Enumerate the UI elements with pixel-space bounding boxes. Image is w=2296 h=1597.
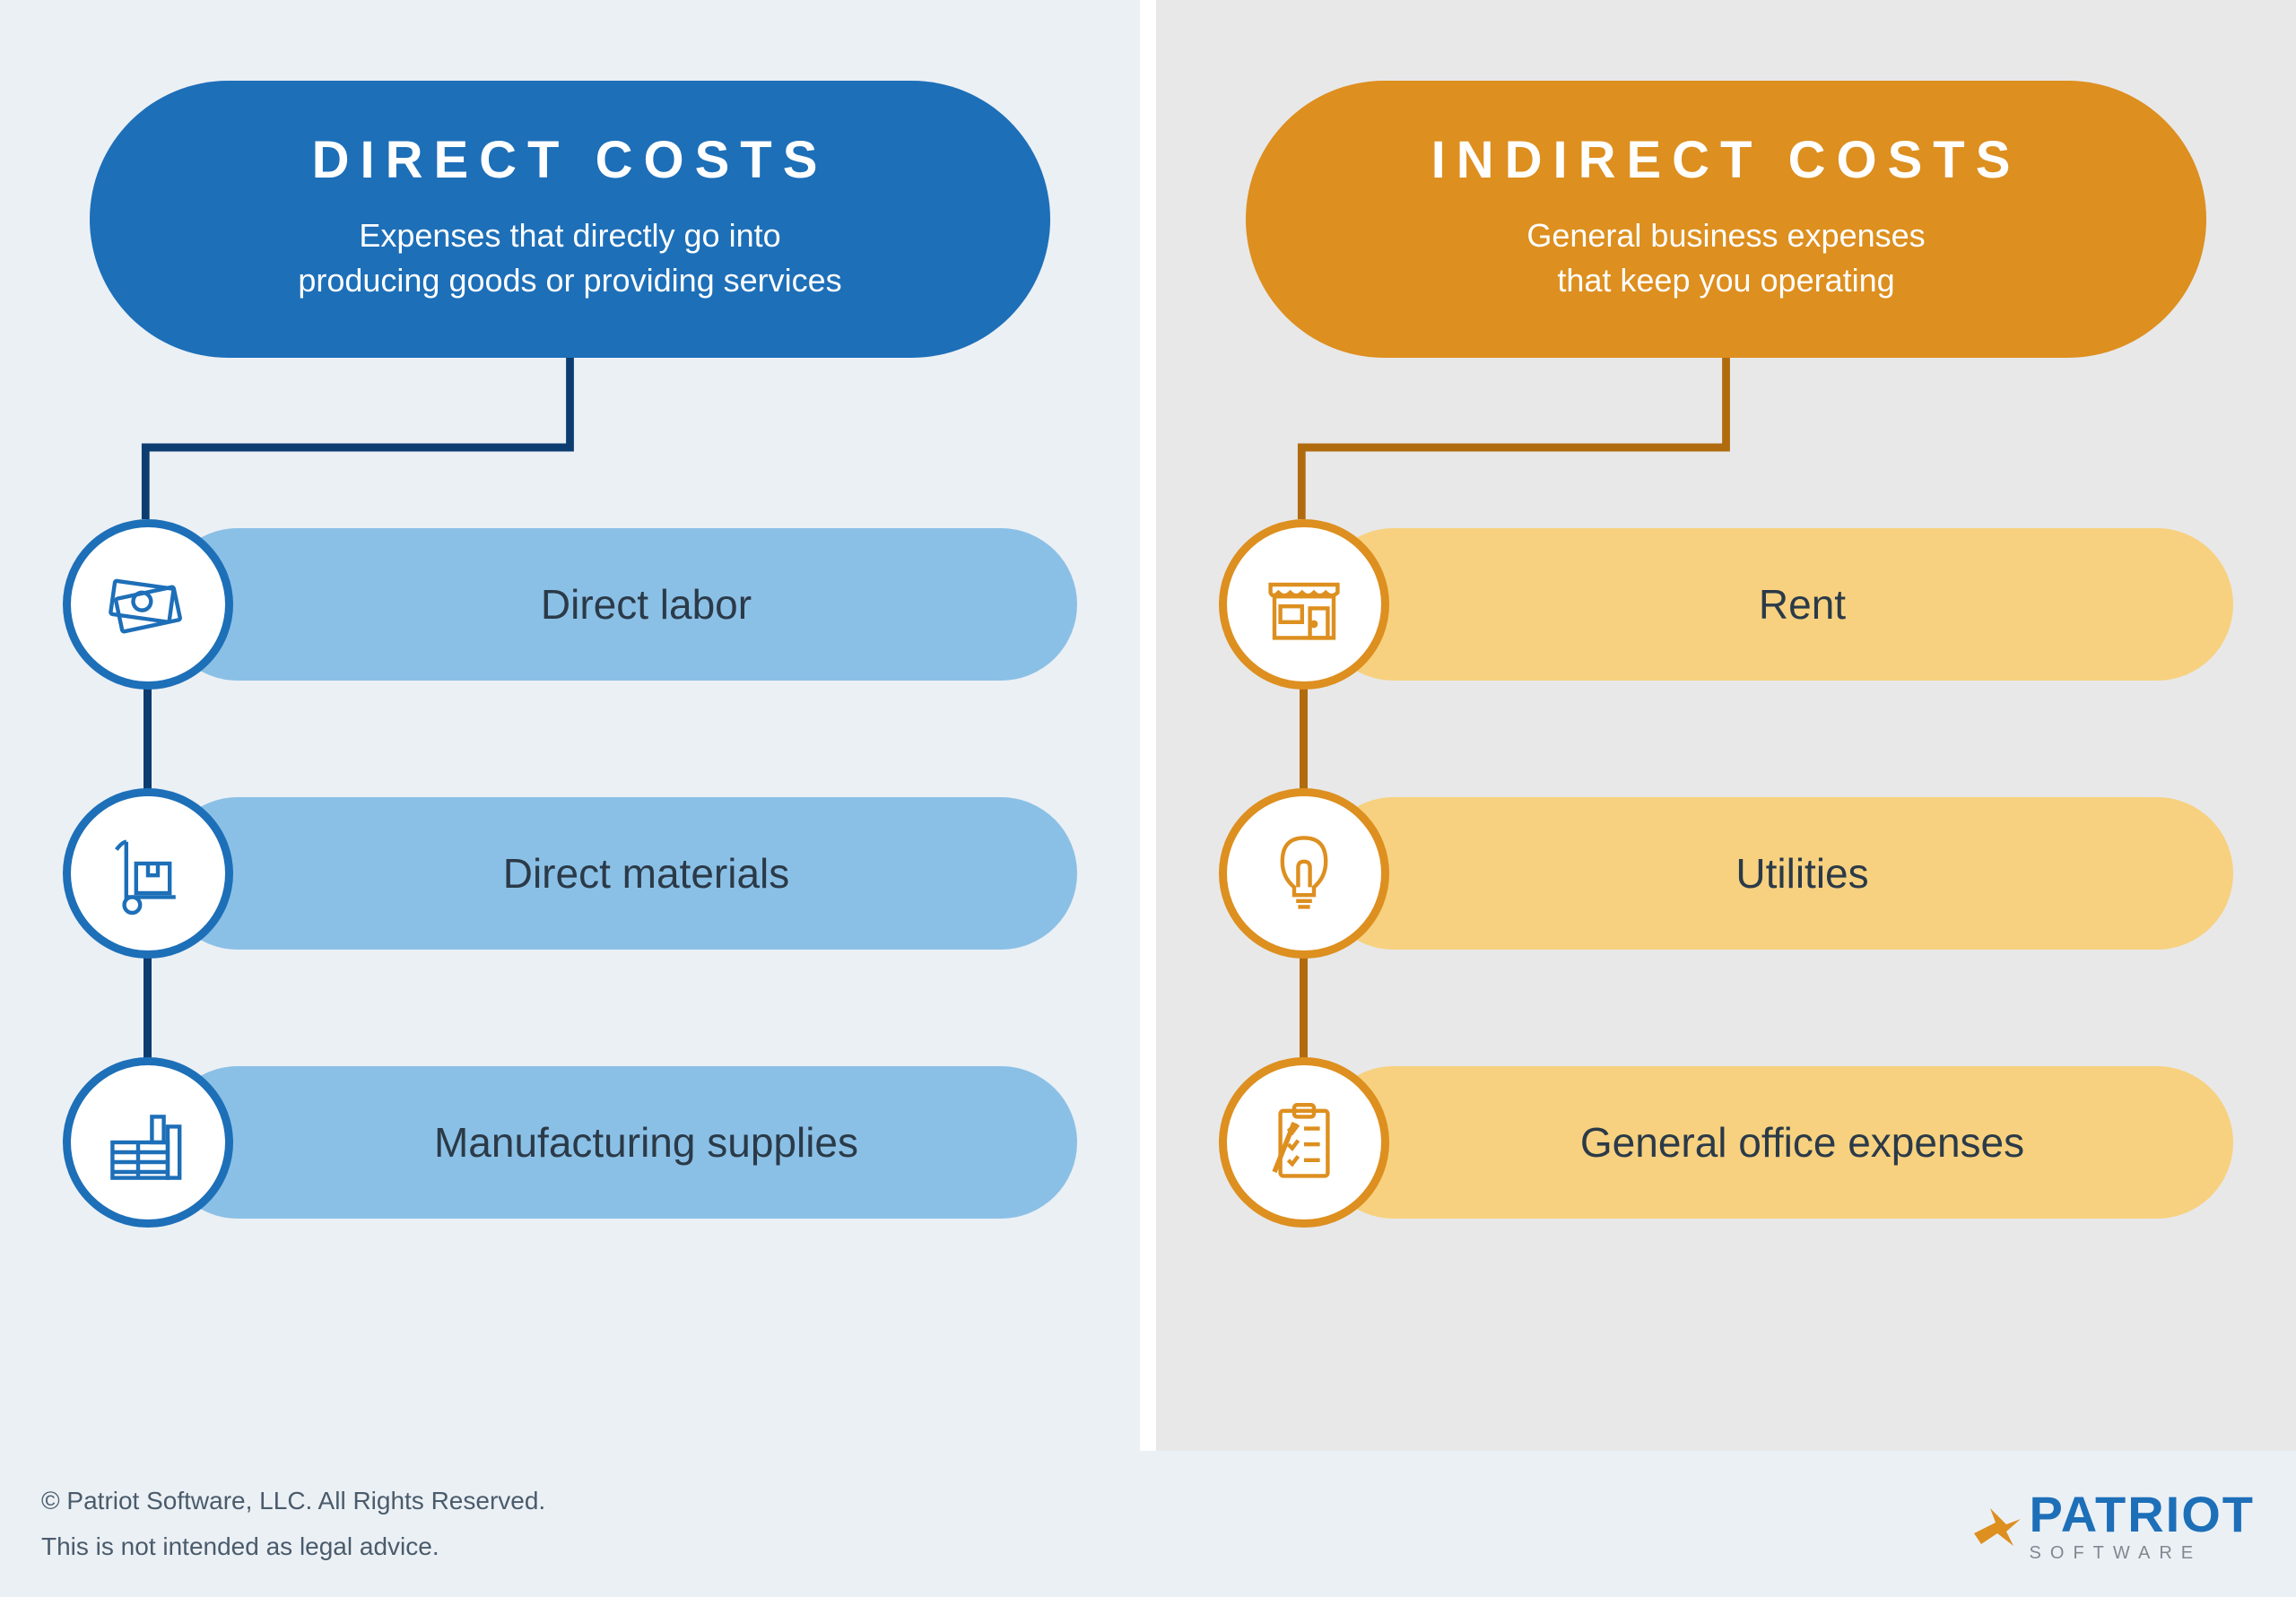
logo-text-wrap: PATRIOT SOFTWARE [2030, 1485, 2255, 1564]
item-label: Manufacturing supplies [434, 1118, 858, 1167]
item-label: Utilities [1735, 849, 1868, 898]
item-general-office-expenses: General office expenses [1219, 1057, 2233, 1228]
panel-direct-costs: DIRECT COSTS Expenses that directly go i… [0, 0, 1140, 1451]
storefront-icon [1219, 519, 1389, 690]
connector-direct [90, 358, 1050, 519]
footer-text: © Patriot Software, LLC. All Rights Rese… [41, 1479, 545, 1569]
copyright-text: © Patriot Software, LLC. All Rights Rese… [41, 1479, 545, 1523]
factory-icon [63, 1057, 233, 1228]
item-label: Direct labor [541, 580, 752, 629]
panel-indirect-costs: INDIRECT COSTS General business expenses… [1156, 0, 2296, 1451]
item-label: General office expenses [1580, 1118, 2024, 1167]
logo-main-text: PATRIOT [2030, 1485, 2255, 1543]
cash-icon [63, 519, 233, 690]
header-pill-indirect: INDIRECT COSTS General business expenses… [1246, 81, 2206, 358]
item-utilities: Utilities [1219, 788, 2233, 959]
item-bar: Direct labor [161, 528, 1077, 681]
connector-indirect [1246, 358, 2206, 519]
item-direct-materials: Direct materials [63, 788, 1077, 959]
item-direct-labor: Direct labor [63, 519, 1077, 690]
item-bar: Direct materials [161, 797, 1077, 950]
logo-sub-text: SOFTWARE [2030, 1543, 2255, 1564]
lightbulb-icon [1219, 788, 1389, 959]
items-indirect: Rent Utilities [1219, 519, 2233, 1228]
title-direct: DIRECT COSTS [144, 130, 996, 190]
title-indirect: INDIRECT COSTS [1300, 130, 2152, 190]
footer-logo: PATRIOT SOFTWARE [1969, 1485, 2255, 1564]
item-bar: Utilities [1318, 797, 2233, 950]
clipboard-icon [1219, 1057, 1389, 1228]
star-icon [1969, 1497, 2022, 1551]
item-label: Direct materials [503, 849, 790, 898]
infographic-container: DIRECT COSTS Expenses that directly go i… [0, 0, 2296, 1451]
item-bar: General office expenses [1318, 1066, 2233, 1219]
subtitle-direct: Expenses that directly go intoproducing … [144, 213, 996, 304]
subtitle-indirect: General business expensesthat keep you o… [1300, 213, 2152, 304]
item-manufacturing-supplies: Manufacturing supplies [63, 1057, 1077, 1228]
handtruck-icon [63, 788, 233, 959]
item-bar: Manufacturing supplies [161, 1066, 1077, 1219]
footer: © Patriot Software, LLC. All Rights Rese… [0, 1451, 2296, 1597]
disclaimer-text: This is not intended as legal advice. [41, 1524, 545, 1569]
item-rent: Rent [1219, 519, 2233, 690]
header-pill-direct: DIRECT COSTS Expenses that directly go i… [90, 81, 1050, 358]
items-direct: Direct labor Direct materials [63, 519, 1077, 1228]
item-bar: Rent [1318, 528, 2233, 681]
item-label: Rent [1759, 580, 1846, 629]
